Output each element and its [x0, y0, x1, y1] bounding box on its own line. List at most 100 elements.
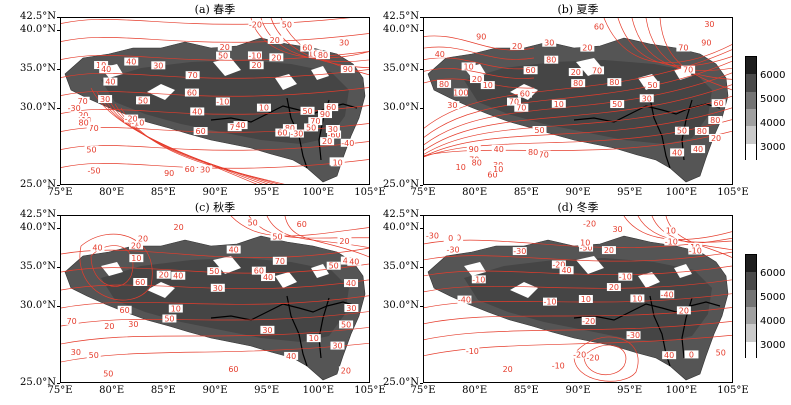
contour-line — [230, 216, 369, 237]
contour-label: 50 — [282, 20, 292, 29]
contour-label: 70 — [188, 71, 198, 80]
contour-label: 30 — [346, 304, 356, 313]
contour-label-bg — [446, 245, 461, 254]
lon-tick-label: 95°E — [254, 385, 280, 396]
contour-label: 20 — [339, 237, 349, 246]
contour-label-bg — [269, 53, 284, 62]
contour-label-bg — [618, 272, 633, 281]
contour-label-bg — [103, 77, 118, 86]
contour-label: 50 — [272, 233, 282, 242]
contour-line — [617, 18, 732, 67]
contour-line — [61, 295, 369, 309]
contour-label-bg — [551, 361, 566, 370]
contour-label-bg — [568, 68, 583, 77]
lon-tick-label: 105°E — [354, 385, 386, 396]
contour-label-bg — [294, 220, 309, 229]
contour-label: 40 — [435, 50, 445, 59]
lat-tick — [57, 383, 60, 384]
contour-label: 40 — [693, 145, 703, 154]
contour-line — [61, 159, 369, 169]
contour-label-bg — [610, 100, 625, 109]
map-panel: 7080901008040506070809010203040506070803… — [423, 17, 733, 185]
contour-label: 60 — [196, 127, 206, 136]
contour-line — [108, 99, 275, 184]
contour-line — [424, 60, 732, 138]
contour-label: 20 — [252, 61, 262, 70]
contour-label-bg — [544, 55, 559, 64]
contour-label-bg — [532, 126, 547, 135]
contour-label: 10 — [493, 165, 503, 174]
contour-label: -10 — [248, 51, 261, 60]
contour-label: 20 — [503, 365, 513, 374]
contour-label: 10 — [580, 239, 590, 248]
lat-tick-label: 35.0°N — [19, 62, 56, 74]
contour-label-bg — [551, 260, 566, 269]
contour-label-bg — [453, 163, 468, 172]
lon-tick-label: 80°E — [99, 187, 125, 198]
contour-label: 40 — [263, 273, 273, 282]
lon-tick-label: 80°E — [99, 385, 125, 396]
contour-label-bg — [68, 347, 83, 356]
contour-line — [61, 342, 369, 363]
contour-label: 60 — [520, 90, 530, 99]
map-panel: 708090-103040506070809010070606070201020… — [60, 17, 370, 185]
colorbar-segment — [746, 341, 756, 360]
contour-label: 20 — [78, 111, 88, 120]
contour-line — [266, 216, 369, 248]
lat-tick — [420, 228, 423, 229]
contour-label: 90 — [701, 38, 711, 47]
map-panel: -20-10-3010020304050-10-202010-30-20-10-… — [423, 215, 733, 383]
contour-label-bg — [129, 241, 144, 250]
lat-tick — [420, 266, 423, 268]
contour-line — [90, 245, 134, 287]
contour-label-bg — [133, 277, 148, 286]
map-panel: 5060704050604030205020305040102030401020… — [60, 215, 370, 383]
lat-tick-label: 42.5°N — [382, 209, 419, 220]
contour-label: 30 — [153, 61, 163, 70]
contour-line — [424, 130, 732, 156]
contour-label: 20 — [512, 42, 522, 51]
lat-tick-label: 40.0°N — [382, 24, 419, 35]
lat-tick-label: 40.0°N — [19, 24, 56, 35]
lat-tick — [57, 68, 60, 70]
contour-label-bg — [626, 331, 641, 340]
contour-label: -10 — [216, 97, 229, 106]
contour-label-bg — [337, 38, 352, 47]
contour-label: -50 — [580, 244, 593, 253]
contour-line — [573, 336, 639, 382]
lat-tick-label: 42.5°N — [19, 209, 56, 220]
contour-label: 80 — [546, 56, 556, 65]
contour-label: -20 — [249, 20, 262, 29]
contour-label-bg — [559, 266, 574, 275]
colorbar-label: 4000 — [760, 316, 786, 327]
contour-label-bg — [87, 166, 102, 175]
contour-label: -20 — [582, 317, 595, 326]
contour-label-bg — [340, 65, 355, 74]
contour-label-bg — [510, 41, 525, 50]
contour-line — [603, 18, 732, 64]
contour-label: 40 — [286, 352, 296, 361]
panel-title: (b) 夏季 — [557, 3, 599, 16]
contour-label: 50 — [302, 107, 312, 116]
contour-label-bg — [171, 271, 186, 280]
contour-label-bg — [465, 346, 480, 355]
contour-label: -10 — [619, 273, 632, 282]
contour-label: 20 — [472, 75, 482, 84]
colorbar-segment — [746, 74, 756, 93]
contour-label-bg — [94, 61, 109, 70]
contour-label: 40 — [173, 272, 183, 281]
contour-label: 50 — [647, 81, 657, 90]
lat-tick-label: 42.5°N — [382, 11, 419, 22]
contour-label: 40 — [561, 266, 571, 275]
contour-label-bg — [536, 150, 551, 159]
contour-label-bg — [461, 62, 476, 71]
contour-line — [270, 18, 369, 69]
elevation-colorbar — [745, 56, 757, 162]
contour-line — [645, 18, 732, 80]
contour-label-bg — [340, 138, 355, 147]
lat-tick-label: 40.0°N — [382, 222, 419, 233]
low-terrain — [464, 262, 486, 276]
contour-label: -20 — [573, 350, 586, 359]
contour-label-bg — [171, 222, 186, 231]
contour-label: 10 — [554, 100, 564, 109]
